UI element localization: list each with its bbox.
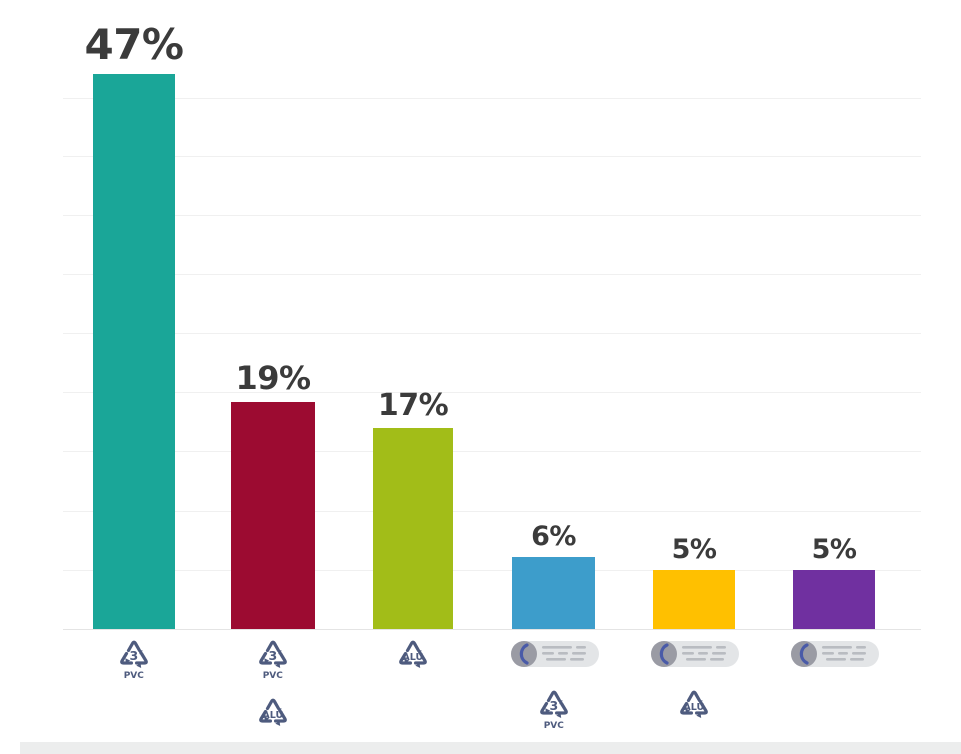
bar-4[interactable] (512, 557, 595, 629)
recycle-pvc-3-icon: 3 PVC (531, 687, 577, 731)
bar-2[interactable] (231, 402, 315, 629)
x-tick-3: ALU (373, 629, 453, 677)
bar-5[interactable] (653, 570, 735, 629)
pipe-icon (788, 637, 880, 671)
svg-text:ALU: ALU (683, 702, 704, 713)
recycle-alu-icon: ALU (250, 695, 296, 735)
x-tick-5: ALU (651, 629, 739, 727)
bar-group-3[interactable]: 17% (373, 388, 453, 629)
pipe-icon (648, 637, 740, 671)
pipe-icon (508, 637, 600, 671)
bar-value-4: 6% (531, 521, 576, 552)
bar-group-2[interactable]: 19% (231, 359, 315, 629)
recycle-alu-icon: ALU (390, 637, 436, 677)
x-axis-labels: 3 PVC 3 (0, 629, 961, 754)
svg-text:ALU: ALU (402, 652, 423, 663)
bar-3[interactable] (373, 428, 453, 629)
bar-value-1: 47% (84, 20, 184, 69)
bar-1[interactable] (93, 74, 175, 629)
svg-text:3: 3 (549, 698, 558, 713)
recycle-pvc-3-icon: 3 PVC (250, 637, 296, 681)
bar-value-3: 17% (377, 388, 449, 423)
bottom-strip (20, 742, 961, 754)
svg-text:ALU: ALU (262, 710, 283, 721)
svg-text:PVC: PVC (124, 671, 145, 681)
svg-text:PVC: PVC (543, 721, 564, 731)
bar-value-2: 19% (235, 359, 311, 397)
bar-6[interactable] (793, 570, 875, 629)
x-tick-1: 3 PVC (93, 629, 175, 681)
x-tick-2: 3 PVC ALU (231, 629, 315, 735)
bar-value-6: 5% (811, 534, 857, 565)
svg-text:3: 3 (129, 648, 138, 663)
svg-text:PVC: PVC (263, 671, 284, 681)
bar-group-5[interactable]: 5% (653, 534, 735, 629)
x-tick-6 (791, 629, 879, 671)
recycle-alu-icon: ALU (671, 687, 717, 727)
x-tick-4: 3 PVC (510, 629, 599, 731)
bar-group-6[interactable]: 5% (793, 534, 875, 629)
bar-value-5: 5% (671, 534, 717, 565)
svg-text:3: 3 (268, 648, 277, 663)
recycle-pvc-3-icon: 3 PVC (111, 637, 157, 681)
plot-area: 47% 19% 17% 6% 5% 5% (84, 20, 875, 629)
bar-group-1[interactable]: 47% (84, 20, 184, 629)
bar-group-4[interactable]: 6% (512, 521, 595, 629)
